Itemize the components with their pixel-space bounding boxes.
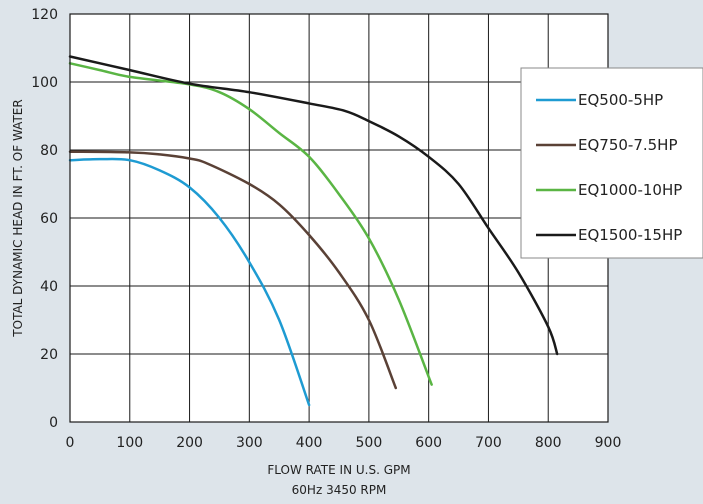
x-tick-label-900: 900 <box>595 435 622 451</box>
y-tick-label-60: 60 <box>40 211 58 227</box>
y-axis-title: TOTAL DYNAMIC HEAD IN FT. OF WATER <box>11 99 25 337</box>
x-tick-label-300: 300 <box>236 435 263 451</box>
series-lines <box>68 55 559 407</box>
y-tick-label-40: 40 <box>40 279 58 295</box>
y-tick-label-120: 120 <box>31 7 58 23</box>
x-tick-label-500: 500 <box>356 435 383 451</box>
x-tick-label-700: 700 <box>475 435 502 451</box>
x-tick-label-800: 800 <box>535 435 562 451</box>
tick-labels: 0 100 200 300 400 500 600 700 800 900 0 20 40 60 80 100… <box>31 7 621 451</box>
x-tick-label-100: 100 <box>116 435 143 451</box>
y-tick-label-20: 20 <box>40 347 58 363</box>
x-axis-subtitle: 60Hz 3450 RPM <box>292 483 387 497</box>
x-tick-label-600: 600 <box>415 435 442 451</box>
series-line-eq1500-15hp <box>68 55 559 356</box>
x-tick-label-0: 0 <box>66 435 75 451</box>
series-line-eq1000-10hp <box>68 62 433 386</box>
legend-items: EQ500-5HP EQ750-7.5HP EQ1000-10HP EQ1500-15… <box>536 91 682 244</box>
series-line-eq500-5hp <box>68 157 311 407</box>
series-line-eq750-7-5hp <box>68 150 398 390</box>
x-axis-title: FLOW RATE IN U.S. GPM <box>267 463 410 477</box>
legend-label-eq750-7-5hp: EQ750-7.5HP <box>578 136 678 154</box>
x-tick-label-200: 200 <box>176 435 203 451</box>
legend-label-eq500-5hp: EQ500-5HP <box>578 91 663 109</box>
legend-label-eq1000-10hp: EQ1000-10HP <box>578 181 682 199</box>
y-tick-label-0: 0 <box>49 415 58 431</box>
legend-label-eq1500-15hp: EQ1500-15HP <box>578 226 682 244</box>
y-tick-label-80: 80 <box>40 143 58 159</box>
legend: EQ500-5HP EQ750-7.5HP EQ1000-10HP EQ1500-15… <box>520 67 703 259</box>
x-tick-label-400: 400 <box>296 435 323 451</box>
y-tick-label-100: 100 <box>31 75 58 91</box>
